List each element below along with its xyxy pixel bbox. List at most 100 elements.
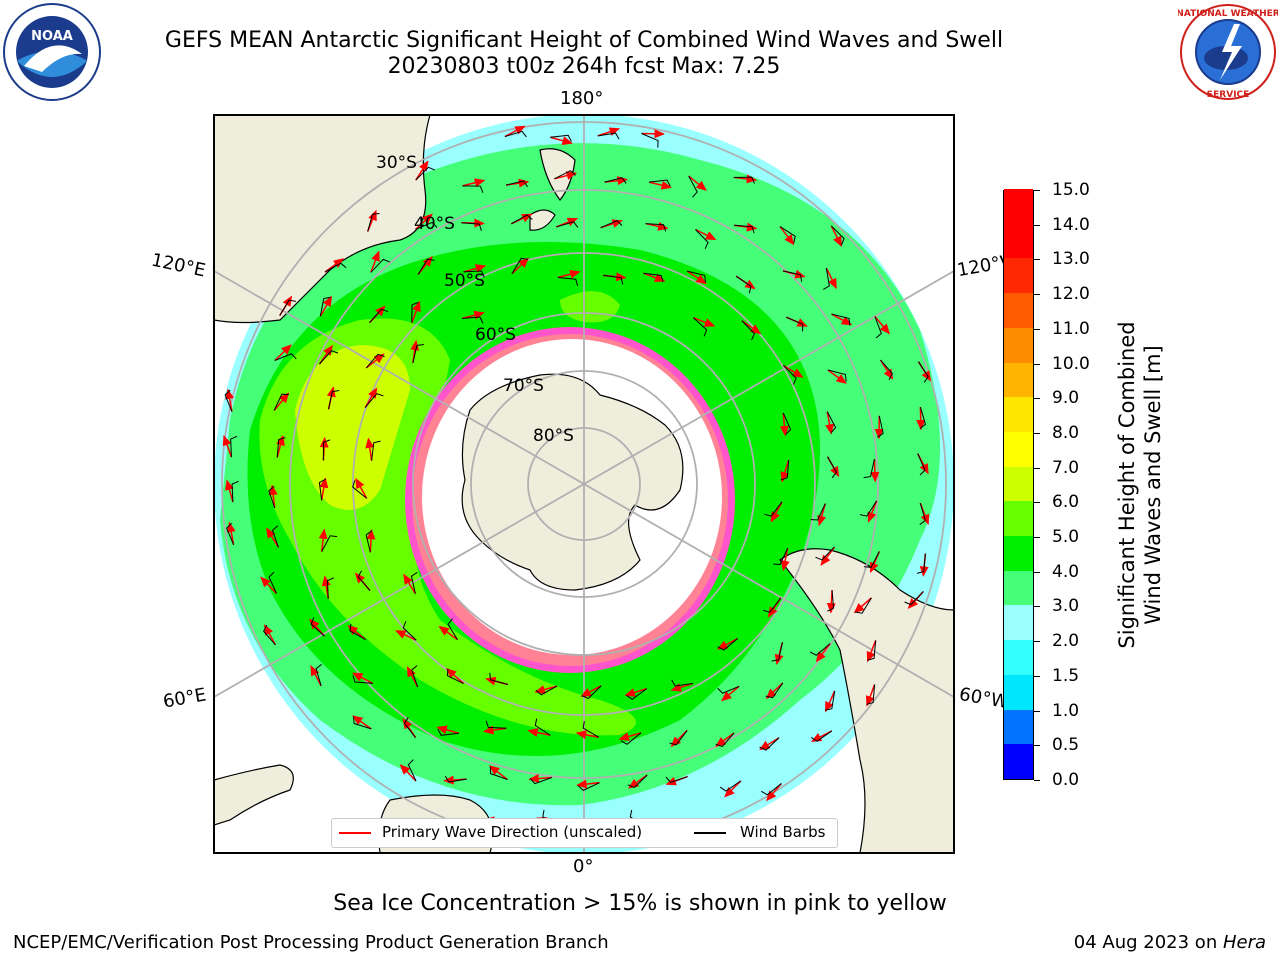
colorbar-segment xyxy=(1004,466,1033,502)
colorbar-segment xyxy=(1004,674,1033,710)
wind-barb xyxy=(643,272,664,283)
footer-date: 04 Aug 2023 on Hera xyxy=(1074,932,1266,953)
wind-barb xyxy=(271,525,279,548)
colorbar-segment xyxy=(1004,570,1033,606)
wave-arrow xyxy=(867,500,878,523)
wind-barb xyxy=(919,502,926,526)
colorbar-tick-label: 15.0 xyxy=(1052,180,1090,200)
wave-arrow xyxy=(276,434,285,458)
wave-arrow xyxy=(688,175,707,191)
wave-arrow xyxy=(916,407,926,431)
wind-barb xyxy=(322,439,331,461)
wind-barb xyxy=(352,675,373,684)
wind-barb xyxy=(224,389,233,412)
wind-barb xyxy=(403,717,416,738)
wave-arrow xyxy=(825,411,834,435)
colorbar-segment xyxy=(1004,500,1033,537)
svg-text:SERVICE: SERVICE xyxy=(1207,90,1250,100)
wind-barb xyxy=(364,393,384,408)
wind-barb xyxy=(665,776,688,783)
wind-barb xyxy=(669,730,688,746)
wind-barb xyxy=(489,766,508,781)
lat-label-30s: 30°S xyxy=(376,153,417,173)
wave-arrow xyxy=(488,765,509,781)
colorbar-tick xyxy=(1034,328,1040,330)
wind-barb xyxy=(365,353,385,369)
wind-barb xyxy=(626,688,648,700)
wind-barb xyxy=(505,180,528,188)
wave-arrow xyxy=(550,136,573,146)
footer-host: Hera xyxy=(1222,932,1266,953)
wind-barb xyxy=(318,478,326,501)
wind-barb xyxy=(511,214,533,225)
wind-barb xyxy=(688,175,698,198)
wind-barb xyxy=(741,320,756,341)
wind-barb xyxy=(463,270,485,278)
wind-barb xyxy=(371,440,381,461)
wave-arrow xyxy=(264,624,277,646)
wind-barb xyxy=(370,258,390,273)
wind-barb xyxy=(717,638,738,651)
wind-barb xyxy=(446,668,464,684)
wave-arrow xyxy=(318,528,328,552)
wave-arrow xyxy=(352,715,372,730)
wind-barb xyxy=(447,618,458,640)
wind-barb xyxy=(554,170,576,180)
wave-arrow xyxy=(260,576,278,595)
wind-barb xyxy=(534,718,551,736)
wind-barb xyxy=(809,643,831,656)
wind-barb xyxy=(600,220,623,229)
wind-barb xyxy=(827,369,847,382)
wind-barb xyxy=(349,623,366,640)
wind-barb xyxy=(461,222,482,231)
colorbar-tick-label: 3.0 xyxy=(1052,596,1080,617)
wave-arrow xyxy=(783,364,804,378)
wind-barb xyxy=(326,577,335,599)
wave-arrow xyxy=(853,597,872,614)
colorbar-tick xyxy=(1034,780,1040,781)
wind-barb xyxy=(319,350,339,365)
wave-arrow xyxy=(780,547,790,572)
wave-arrow xyxy=(483,725,507,735)
wave-arrow xyxy=(624,687,648,697)
wave-arrow xyxy=(618,732,642,741)
wind-barb xyxy=(412,343,424,364)
wave-arrow xyxy=(670,729,688,748)
wave-arrow xyxy=(648,180,672,190)
wind-barb xyxy=(827,456,838,479)
wind-barb xyxy=(864,551,880,568)
wind-barb xyxy=(859,500,878,517)
wind-barb xyxy=(771,642,783,662)
wave-arrow xyxy=(395,630,417,641)
wave-arrow xyxy=(528,774,552,784)
colorbar-tick-label: 11.0 xyxy=(1052,318,1090,339)
wave-arrow xyxy=(310,665,322,687)
wave-arrow xyxy=(445,668,465,685)
wave-arrow xyxy=(319,295,332,317)
wind-barb xyxy=(773,547,789,566)
wave-arrow xyxy=(225,388,235,412)
nws-logo: NATIONAL WEATHER SERVICE xyxy=(1176,2,1280,102)
wind-barb xyxy=(880,359,893,380)
lat-label-60s: 60°S xyxy=(475,325,516,345)
map-frame xyxy=(213,114,955,854)
colorbar-tick-label: 8.0 xyxy=(1052,422,1080,443)
colorbar-title-line2: Wind Waves and Swell [m] xyxy=(1141,345,1165,625)
lat-label-70s: 70°S xyxy=(503,376,544,396)
wave-arrow xyxy=(504,125,526,138)
wave-arrow xyxy=(575,730,599,740)
wave-arrow xyxy=(831,313,853,326)
wave-arrow xyxy=(364,387,378,408)
colorbar-tick-label: 7.0 xyxy=(1052,457,1080,478)
wave-legend-line xyxy=(339,832,371,834)
wind-barb xyxy=(415,166,436,181)
wind-barb xyxy=(649,179,671,187)
wind-barb xyxy=(365,530,373,553)
wind-barb xyxy=(765,682,784,699)
wind-barb xyxy=(226,522,235,545)
wind-barb xyxy=(415,221,438,230)
sea-ice-note: Sea Ice Concentration > 15% is shown in … xyxy=(333,891,947,916)
wind-barb xyxy=(733,176,755,184)
wind-barb xyxy=(597,132,620,140)
colorbar-segment xyxy=(1004,396,1033,432)
